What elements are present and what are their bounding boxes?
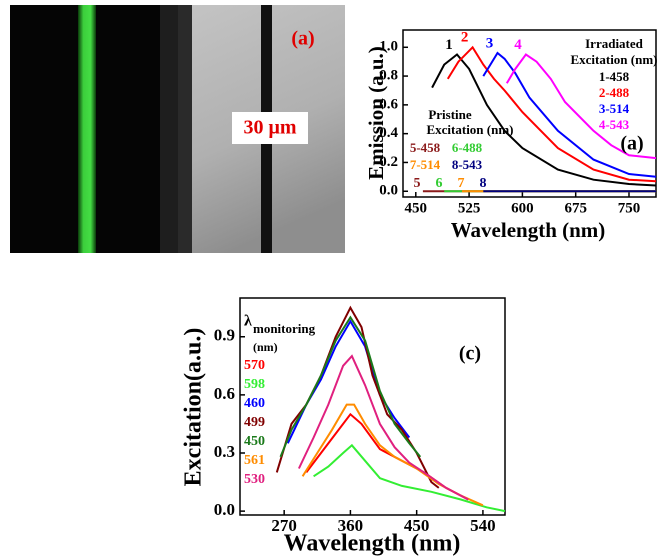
x-tick-label: 540 — [470, 516, 496, 535]
series-line — [286, 319, 411, 444]
x-axis-label: Wavelength (nm) — [451, 218, 606, 242]
series-line — [279, 315, 422, 458]
curve-tag: 5 — [414, 176, 421, 191]
x-tick-label: 675 — [564, 200, 587, 216]
micrographs: 30 μm (a) — [10, 5, 345, 253]
y-tick-label: 0.9 — [214, 326, 235, 345]
x-tick-label: 450 — [405, 200, 428, 216]
y-tick-label: 0.2 — [379, 154, 398, 170]
x-tick-label: 450 — [404, 516, 430, 535]
curve-tag: 2 — [461, 30, 469, 46]
series-line — [431, 53, 657, 187]
plot-frame — [239, 297, 506, 516]
legend-entry: 561 — [244, 453, 265, 468]
x-tick-label: 750 — [618, 200, 641, 216]
series-line — [505, 53, 657, 160]
curve-tag: 8 — [480, 176, 487, 191]
y-axis-label: Excitation(a.u.) — [181, 328, 207, 487]
y-tick-label: 0.6 — [214, 384, 235, 403]
curve-tag: 3 — [486, 35, 494, 51]
legend-entry: 450 — [244, 434, 265, 449]
y-tick-label: 0.0 — [379, 183, 398, 199]
legend-entry: 7-514 — [410, 157, 441, 172]
legend-entry: 499 — [244, 415, 265, 430]
legend-title: Excitation (nm) — [426, 122, 513, 137]
y-axis-label: Emission (a.u.) — [364, 46, 388, 180]
y-tick-label: 1.0 — [379, 39, 398, 55]
panel-label: (a) — [291, 28, 314, 50]
y-tick-label: 0.3 — [214, 442, 235, 461]
legend-entry: 2-488 — [599, 85, 630, 100]
legend-entry: 598 — [244, 377, 265, 392]
legend-entry: 3-514 — [599, 101, 630, 116]
legend-title: Irradiated — [585, 36, 644, 51]
y-tick-label: 0.6 — [379, 96, 398, 112]
legend-title: Pristine — [428, 107, 472, 122]
plot-frame — [402, 29, 657, 198]
annotation: (c) — [459, 343, 481, 365]
x-tick-label: 600 — [511, 200, 534, 216]
y-tick-label: 0.8 — [379, 68, 398, 84]
legend-entry: 530 — [244, 472, 265, 487]
legend-entry: 8-543 — [452, 157, 483, 172]
legend-title: Excitation (nm) — [570, 52, 657, 67]
curve-tag: 6 — [436, 176, 443, 191]
series-line — [482, 51, 657, 178]
curve-tag: 4 — [514, 37, 522, 53]
scale-box — [232, 112, 308, 144]
image-edge — [160, 5, 178, 253]
curve-tag: 1 — [445, 37, 453, 53]
legend-entry: 570 — [244, 358, 265, 373]
x-tick-label: 270 — [271, 516, 297, 535]
y-tick-label: 0.4 — [379, 125, 398, 141]
legend-unit: (nm) — [253, 340, 278, 354]
x-tick-label: 525 — [458, 200, 481, 216]
series-line — [446, 45, 657, 183]
legend-entry: 4-543 — [599, 117, 630, 132]
legend-title-sub: monitoring — [253, 321, 316, 336]
legend-entry: 6-488 — [452, 140, 483, 155]
legend-entry: 5-458 — [410, 140, 441, 155]
image-edge — [178, 5, 192, 253]
legend-entry: 1-458 — [599, 69, 630, 84]
curve-tag: 7 — [458, 176, 465, 191]
y-tick-label: 0.0 — [214, 500, 235, 519]
scale-bar-label: 30 μm — [244, 117, 297, 139]
fiber-fluorescence — [78, 5, 96, 253]
x-tick-label: 360 — [338, 516, 364, 535]
legend-entry: 460 — [244, 396, 265, 411]
annotation: (a) — [620, 133, 643, 155]
x-axis-label: Wavelength (nm) — [284, 531, 461, 557]
series-line — [313, 443, 506, 513]
series-line — [297, 354, 469, 501]
legend-title: λ — [244, 313, 252, 330]
